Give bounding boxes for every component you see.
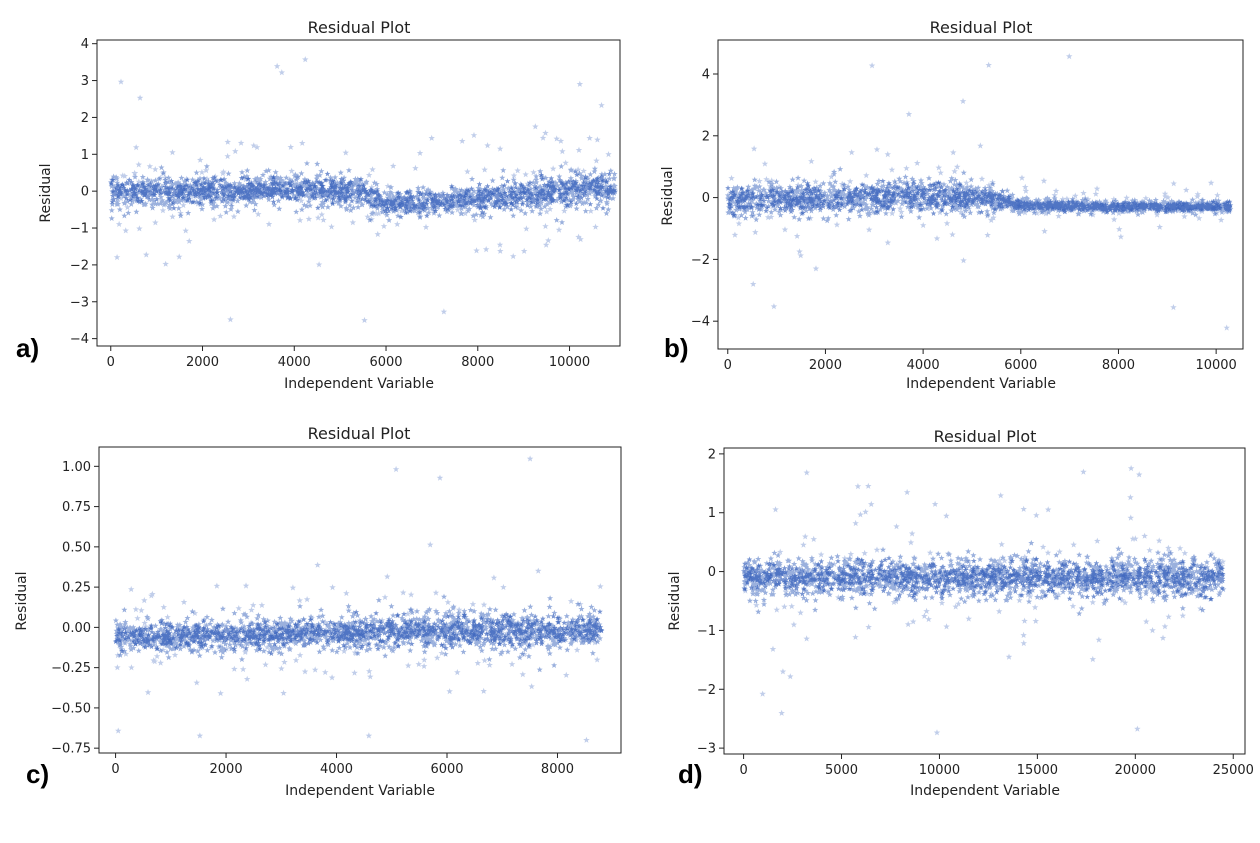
panel-d-points-dense bbox=[741, 555, 1226, 602]
panel-b-x-tick-label: 4000 bbox=[907, 358, 940, 373]
panel-a-x-ticks: 0 2000 4000 6000 8000 10000 bbox=[107, 346, 590, 370]
panel-c-points-dense bbox=[112, 608, 605, 656]
panel-a: Residual Plot 0 2000 4000 6000 8000 10000 −4−… bbox=[16, 18, 621, 392]
panel-c-y-tick-label: 0.25 bbox=[62, 581, 91, 596]
panel-a-y-tick-label: −4 bbox=[70, 332, 89, 347]
panel-d-x-ticks: 0 5000 10000 15000 20000 25000 bbox=[739, 754, 1254, 778]
panel-d-y-tick-label: 0 bbox=[708, 565, 716, 580]
panel-c-y-tick-label: −0.25 bbox=[51, 661, 91, 676]
panel-a-plot-area bbox=[96, 39, 621, 347]
panel-b-ylabel: Residual bbox=[660, 166, 676, 225]
panel-d-plot-area bbox=[723, 447, 1246, 755]
panel-a-y-tick-label: 3 bbox=[81, 74, 89, 89]
panel-b-y-tick-label: −4 bbox=[691, 315, 710, 330]
panel-b-y-ticks: −4 −2 0 2 4 bbox=[691, 67, 718, 330]
panel-b-plot-area bbox=[717, 39, 1244, 350]
panel-a-points bbox=[108, 56, 618, 323]
panel-d-label: d) bbox=[678, 759, 703, 789]
panel-a-frame bbox=[96, 39, 621, 347]
panel-d-ylabel: Residual bbox=[667, 571, 683, 630]
panel-d-y-tick-label: 1 bbox=[708, 506, 716, 521]
panel-d-y-tick-label: −3 bbox=[697, 742, 716, 757]
panel-a-x-tick-label: 8000 bbox=[461, 355, 494, 370]
panel-b-x-ticks: 0 2000 4000 6000 8000 10000 bbox=[724, 349, 1237, 373]
panel-d-frame bbox=[723, 447, 1246, 755]
panel-a-y-tick-label: −2 bbox=[70, 258, 89, 273]
panel-a-xlabel: Independent Variable bbox=[284, 376, 434, 392]
panel-a-x-tick-label: 4000 bbox=[278, 355, 311, 370]
panel-a-label: a) bbox=[16, 333, 39, 363]
panel-b-y-tick-label: 0 bbox=[702, 191, 710, 206]
panel-a-y-tick-label: −1 bbox=[70, 222, 89, 237]
panel-c-x-tick-label: 2000 bbox=[210, 762, 243, 777]
panel-a-y-tick-label: 2 bbox=[81, 111, 89, 126]
panel-b-y-tick-label: −2 bbox=[691, 253, 710, 268]
panel-a-x-tick-label: 0 bbox=[107, 355, 115, 370]
panel-b-x-tick-label: 0 bbox=[724, 358, 732, 373]
panel-c-ylabel: Residual bbox=[14, 571, 30, 630]
panel-a-y-tick-label: 1 bbox=[81, 148, 89, 163]
panel-a-points-dense bbox=[108, 168, 618, 220]
panel-c-label: c) bbox=[26, 759, 49, 789]
panel-d-xlabel: Independent Variable bbox=[910, 783, 1060, 799]
panel-d-x-tick-label: 25000 bbox=[1213, 763, 1254, 778]
panel-a-y-ticks: −4 −3 −2 −1 0 1 2 3 4 bbox=[70, 37, 97, 347]
panel-b-xlabel: Independent Variable bbox=[906, 376, 1056, 392]
panel-d-y-tick-label: −2 bbox=[697, 683, 716, 698]
panel-a-title: Residual Plot bbox=[308, 18, 411, 37]
panel-d-y-tick-label: 2 bbox=[708, 447, 716, 462]
panel-a-y-tick-label: −3 bbox=[70, 295, 89, 310]
panel-d-points bbox=[741, 465, 1227, 736]
panel-c-frame bbox=[98, 446, 622, 754]
panel-b-label: b) bbox=[664, 333, 689, 363]
panel-b-frame bbox=[717, 39, 1244, 350]
panel-a-y-tick-label: 4 bbox=[81, 37, 89, 52]
panel-a-x-tick-label: 6000 bbox=[369, 355, 402, 370]
panel-c-y-tick-label: −0.75 bbox=[51, 742, 91, 757]
panel-c-y-tick-label: 1.00 bbox=[62, 460, 91, 475]
panel-a-x-tick-label: 10000 bbox=[549, 355, 590, 370]
panel-b-title: Residual Plot bbox=[930, 18, 1033, 37]
panel-c-y-tick-label: 0.00 bbox=[62, 621, 91, 636]
panel-b-x-tick-label: 6000 bbox=[1004, 358, 1037, 373]
panel-b-x-tick-label: 8000 bbox=[1102, 358, 1135, 373]
panel-b-x-tick-label: 2000 bbox=[809, 358, 842, 373]
panel-a-y-tick-label: 0 bbox=[81, 185, 89, 200]
panel-c-x-tick-label: 4000 bbox=[320, 762, 353, 777]
panel-a-x-tick-label: 2000 bbox=[186, 355, 219, 370]
panel-c-y-ticks: −0.75 −0.50 −0.25 0.00 0.25 0.50 0.75 1.00 bbox=[51, 460, 99, 757]
panel-c-x-ticks: 0 2000 4000 6000 8000 bbox=[111, 753, 574, 777]
panel-d-x-tick-label: 15000 bbox=[1017, 763, 1058, 778]
panel-d-x-tick-label: 0 bbox=[739, 763, 747, 778]
panel-c-points-spread bbox=[114, 455, 604, 743]
panel-d-x-tick-label: 10000 bbox=[919, 763, 960, 778]
panel-c-title: Residual Plot bbox=[308, 424, 411, 443]
panel-d-x-tick-label: 20000 bbox=[1115, 763, 1156, 778]
panel-b-x-tick-label: 10000 bbox=[1195, 358, 1236, 373]
panel-b-points bbox=[724, 53, 1234, 331]
panel-a-ylabel: Residual bbox=[38, 163, 54, 222]
panel-d-y-ticks: −3 −2 −1 0 1 2 bbox=[697, 447, 724, 757]
panel-c-x-tick-label: 0 bbox=[111, 762, 119, 777]
panel-d: Residual Plot 0 5000 10000 15000 20000 25000 … bbox=[667, 427, 1254, 799]
panel-b-y-tick-label: 2 bbox=[702, 129, 710, 144]
panel-c-xlabel: Independent Variable bbox=[285, 783, 435, 799]
panel-c-y-tick-label: 0.75 bbox=[62, 500, 91, 515]
panel-b-points-dense bbox=[725, 178, 1234, 218]
panel-c: Residual Plot 0 2000 4000 6000 8000 −0.75−0.… bbox=[14, 424, 622, 799]
panel-c-points bbox=[112, 455, 605, 743]
panel-d-title: Residual Plot bbox=[934, 427, 1037, 446]
panel-c-y-tick-label: −0.50 bbox=[51, 701, 91, 716]
panel-c-x-tick-label: 8000 bbox=[541, 762, 574, 777]
panel-c-plot-area bbox=[98, 446, 622, 754]
panel-b-y-tick-label: 4 bbox=[702, 67, 710, 82]
panel-d-y-tick-label: −1 bbox=[697, 624, 716, 639]
panel-c-x-tick-label: 6000 bbox=[430, 762, 463, 777]
panel-d-x-tick-label: 5000 bbox=[825, 763, 858, 778]
panel-b: Residual Plot 0 2000 4000 6000 8000 10000 −4−… bbox=[660, 18, 1244, 392]
panel-c-y-tick-label: 0.50 bbox=[62, 540, 91, 555]
